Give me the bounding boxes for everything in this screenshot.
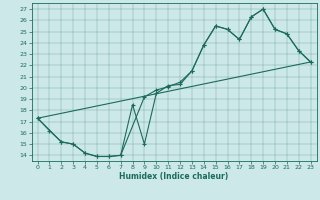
X-axis label: Humidex (Indice chaleur): Humidex (Indice chaleur) [119, 172, 229, 181]
